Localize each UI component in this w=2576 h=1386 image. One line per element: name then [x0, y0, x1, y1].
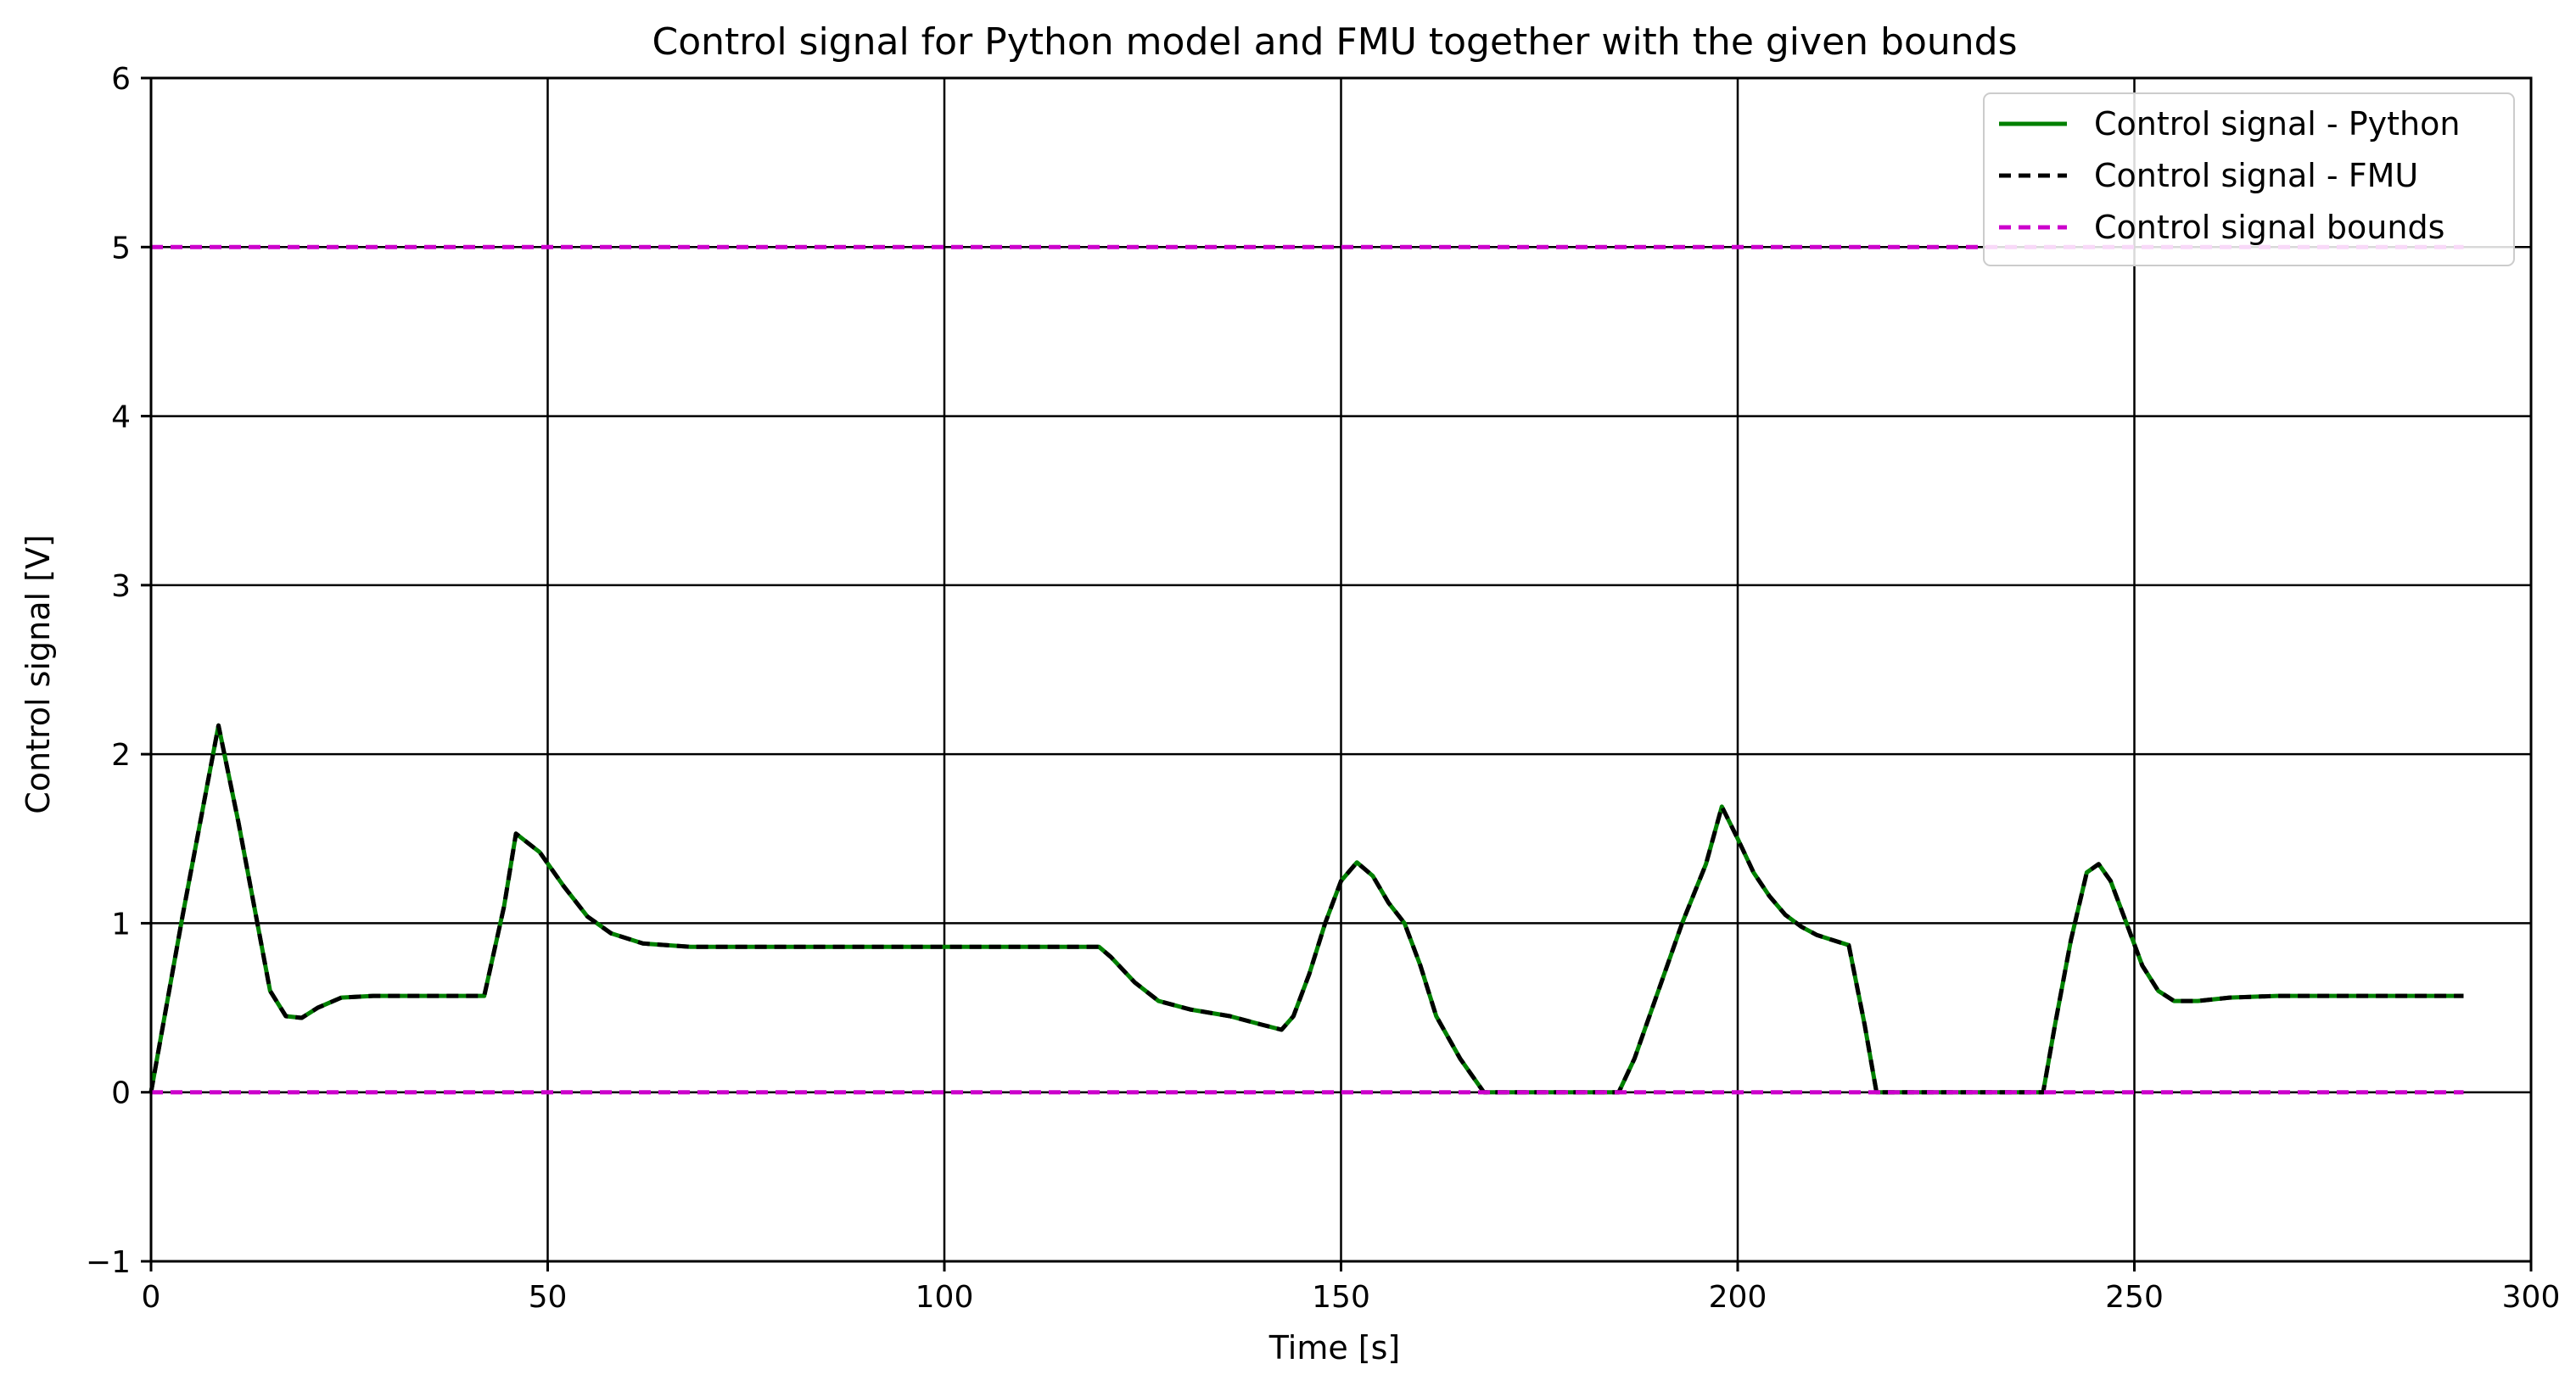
y-tick-label: 5: [111, 231, 131, 265]
y-axis-label: Control signal [V]: [20, 534, 57, 814]
legend-label: Control signal - Python: [2094, 105, 2460, 143]
series-line: [148, 723, 2464, 1095]
x-tick-label: 100: [916, 1280, 974, 1315]
x-tick-label: 200: [1709, 1280, 1767, 1315]
x-tick-label: 50: [529, 1280, 568, 1315]
x-axis-label: Time [s]: [1268, 1329, 1401, 1366]
legend-label: Control signal bounds: [2094, 209, 2444, 246]
y-tick-label: −1: [86, 1245, 131, 1280]
y-tick-label: 1: [111, 907, 131, 942]
legend-box: [1983, 92, 2515, 266]
y-tick-label: 0: [111, 1076, 131, 1111]
chart-title: Control signal for Python model and FMU …: [652, 20, 2018, 64]
legend: Control signal - Python Control signal - …: [1983, 92, 2515, 266]
y-tick-label: 4: [111, 400, 131, 435]
x-tick-label: 250: [2105, 1280, 2164, 1315]
x-tick-label: 150: [1312, 1280, 1370, 1315]
x-tick-label: 0: [142, 1280, 161, 1315]
x-tick-label: 300: [2502, 1280, 2561, 1315]
legend-label: Control signal - FMU: [2094, 157, 2418, 194]
y-tick-label: 2: [111, 738, 131, 773]
series-layer: [148, 244, 2464, 1095]
tick-layer: 0 50 100 150 200 250 300 −1 0 1 2 3 4 5 6: [86, 62, 2560, 1315]
y-tick-label: 3: [111, 569, 131, 604]
series-line: [148, 723, 2464, 1095]
y-tick-label: 6: [111, 62, 131, 97]
